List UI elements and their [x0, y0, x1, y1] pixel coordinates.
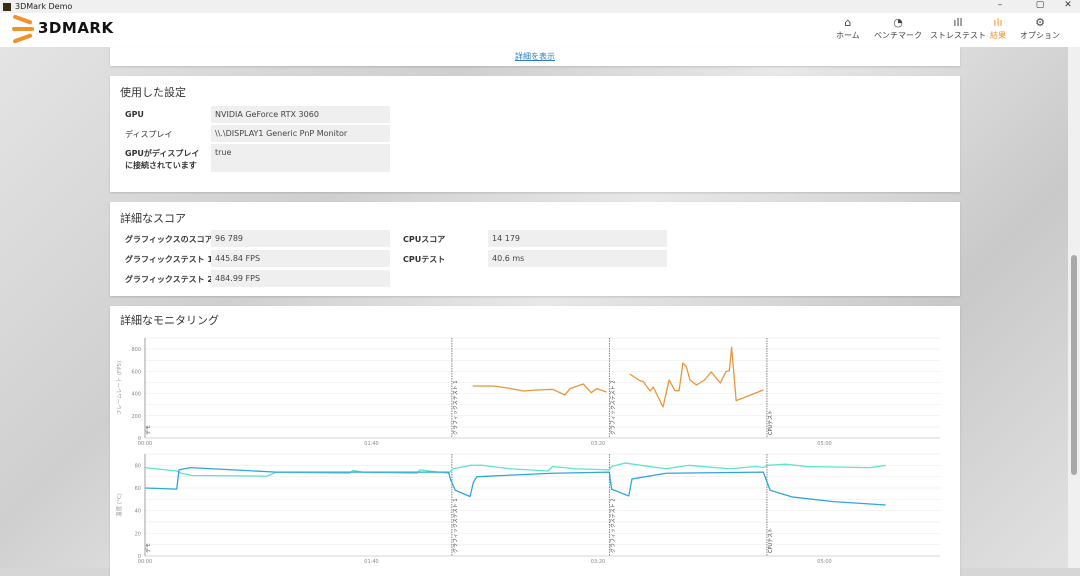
x-tick-label: 00:00	[138, 559, 152, 565]
nav-label: ストレステスト	[930, 31, 986, 40]
app-icon	[3, 2, 11, 11]
home-icon: ⌂	[844, 16, 852, 29]
nav-label: ホーム	[836, 31, 860, 40]
nav-home[interactable]: ⌂ ホーム	[836, 16, 860, 41]
x-tick-label: 03:20	[591, 441, 605, 447]
results-icon: ılı	[993, 16, 1003, 29]
test-marker-label: CPUテスト	[768, 410, 774, 435]
y-tick-label: 200	[131, 414, 141, 420]
series-line	[629, 346, 764, 408]
nav-label: 結果	[990, 31, 1006, 40]
x-tick-label: 01:40	[364, 441, 378, 447]
y-tick-label: 600	[131, 369, 141, 375]
setting-label: GPUがディスプレイに接続されています	[125, 149, 200, 170]
settings-panel: 使用した設定 GPU NVIDIA GeForce RTX 3060 ディスプレ…	[110, 76, 960, 192]
setting-value: true	[211, 144, 390, 172]
y-tick-label: 400	[131, 392, 141, 398]
nav-results[interactable]: ılı 結果	[990, 16, 1006, 41]
panel-title: 詳細なスコア	[120, 212, 186, 225]
setting-value: NVIDIA GeForce RTX 3060	[211, 106, 390, 123]
scrollbar[interactable]	[1068, 47, 1080, 568]
3dmark-logo: 3DMARK	[12, 14, 114, 44]
nav-stress-test[interactable]: ıll ストレステスト	[930, 16, 986, 41]
y-tick-label: 60	[135, 486, 141, 492]
setting-label: ディスプレイ	[125, 130, 173, 139]
nav-options[interactable]: ⚙ オプション	[1020, 16, 1060, 41]
summary-panel: 詳細を表示	[110, 47, 960, 66]
test-marker-label: グラフィックステスト 2	[609, 380, 616, 435]
bar-chart-icon: ıll	[953, 16, 963, 29]
x-tick-label: 01:40	[364, 559, 378, 565]
score-label: CPUスコア	[403, 235, 446, 244]
detailed-score-panel: 詳細なスコア グラフィックスのスコア 96 789 グラフィックステスト 1 4…	[110, 202, 960, 296]
y-tick-label: 40	[135, 509, 141, 515]
x-tick-label: 03:20	[591, 559, 605, 565]
score-label: グラフィックステスト 2	[125, 275, 213, 284]
setting-label: GPU	[125, 110, 144, 119]
score-value: 484.99 FPS	[211, 270, 390, 287]
nav-label: ベンチマーク	[874, 31, 922, 40]
y-tick-label: 80	[135, 463, 141, 469]
panel-title: 詳細なモニタリング	[120, 314, 219, 327]
gauge-icon: ◔	[893, 16, 903, 29]
minimize-button[interactable]: –	[997, 0, 1003, 10]
score-value: 40.6 ms	[488, 250, 667, 267]
panel-title: 使用した設定	[120, 86, 186, 99]
nav-label: オプション	[1020, 31, 1060, 40]
score-value: 96 789	[211, 230, 390, 247]
score-value: 14 179	[488, 230, 667, 247]
series-line	[144, 466, 886, 506]
y-axis-label: フレームレート (FPS)	[116, 361, 123, 415]
gear-icon: ⚙	[1035, 16, 1045, 29]
y-axis-label: 温度 (°C)	[115, 493, 123, 517]
nav-benchmark[interactable]: ◔ ベンチマーク	[874, 16, 922, 41]
test-marker-label: グラフィックステスト 1	[452, 498, 459, 553]
monitoring-panel: 詳細なモニタリング	[110, 306, 960, 576]
y-tick-label: 20	[135, 531, 141, 537]
score-label: グラフィックステスト 1	[125, 255, 213, 264]
test-marker-label: デモ	[145, 543, 152, 553]
logo-text: 3DMARK	[38, 19, 114, 37]
app-header: 3DMARK ⌂ ホーム ◔ ベンチマーク ıll ストレステスト ılı 結果 ⚙ オプ…	[0, 13, 1080, 47]
setting-value: \\.\DISPLAY1 Generic PnP Monitor	[211, 125, 390, 142]
logo-flame-icon	[12, 14, 36, 44]
title-bar: 3DMark Demo – ▢ ✕	[0, 0, 1080, 13]
score-label: グラフィックスのスコア	[125, 235, 213, 244]
window-title: 3DMark Demo	[15, 2, 73, 11]
y-tick-label: 800	[131, 347, 141, 353]
test-marker-label: デモ	[145, 425, 152, 435]
y-tick-label: 0	[138, 554, 141, 560]
close-button[interactable]: ✕	[1064, 0, 1072, 10]
test-marker-label: CPUテスト	[768, 528, 774, 553]
x-tick-label: 00:00	[138, 441, 152, 447]
y-tick-label: 0	[138, 436, 141, 442]
test-marker-label: グラフィックステスト 1	[452, 380, 459, 435]
x-tick-label: 05:00	[817, 559, 831, 565]
test-marker-label: グラフィックステスト 2	[609, 498, 616, 553]
series-line	[472, 383, 607, 396]
x-tick-label: 05:00	[817, 441, 831, 447]
score-value: 445.84 FPS	[211, 250, 390, 267]
maximize-button[interactable]: ▢	[1035, 0, 1045, 10]
scrollbar-thumb[interactable]	[1071, 255, 1077, 475]
score-label: CPUテスト	[403, 255, 446, 264]
show-details-link[interactable]: 詳細を表示	[515, 52, 555, 61]
